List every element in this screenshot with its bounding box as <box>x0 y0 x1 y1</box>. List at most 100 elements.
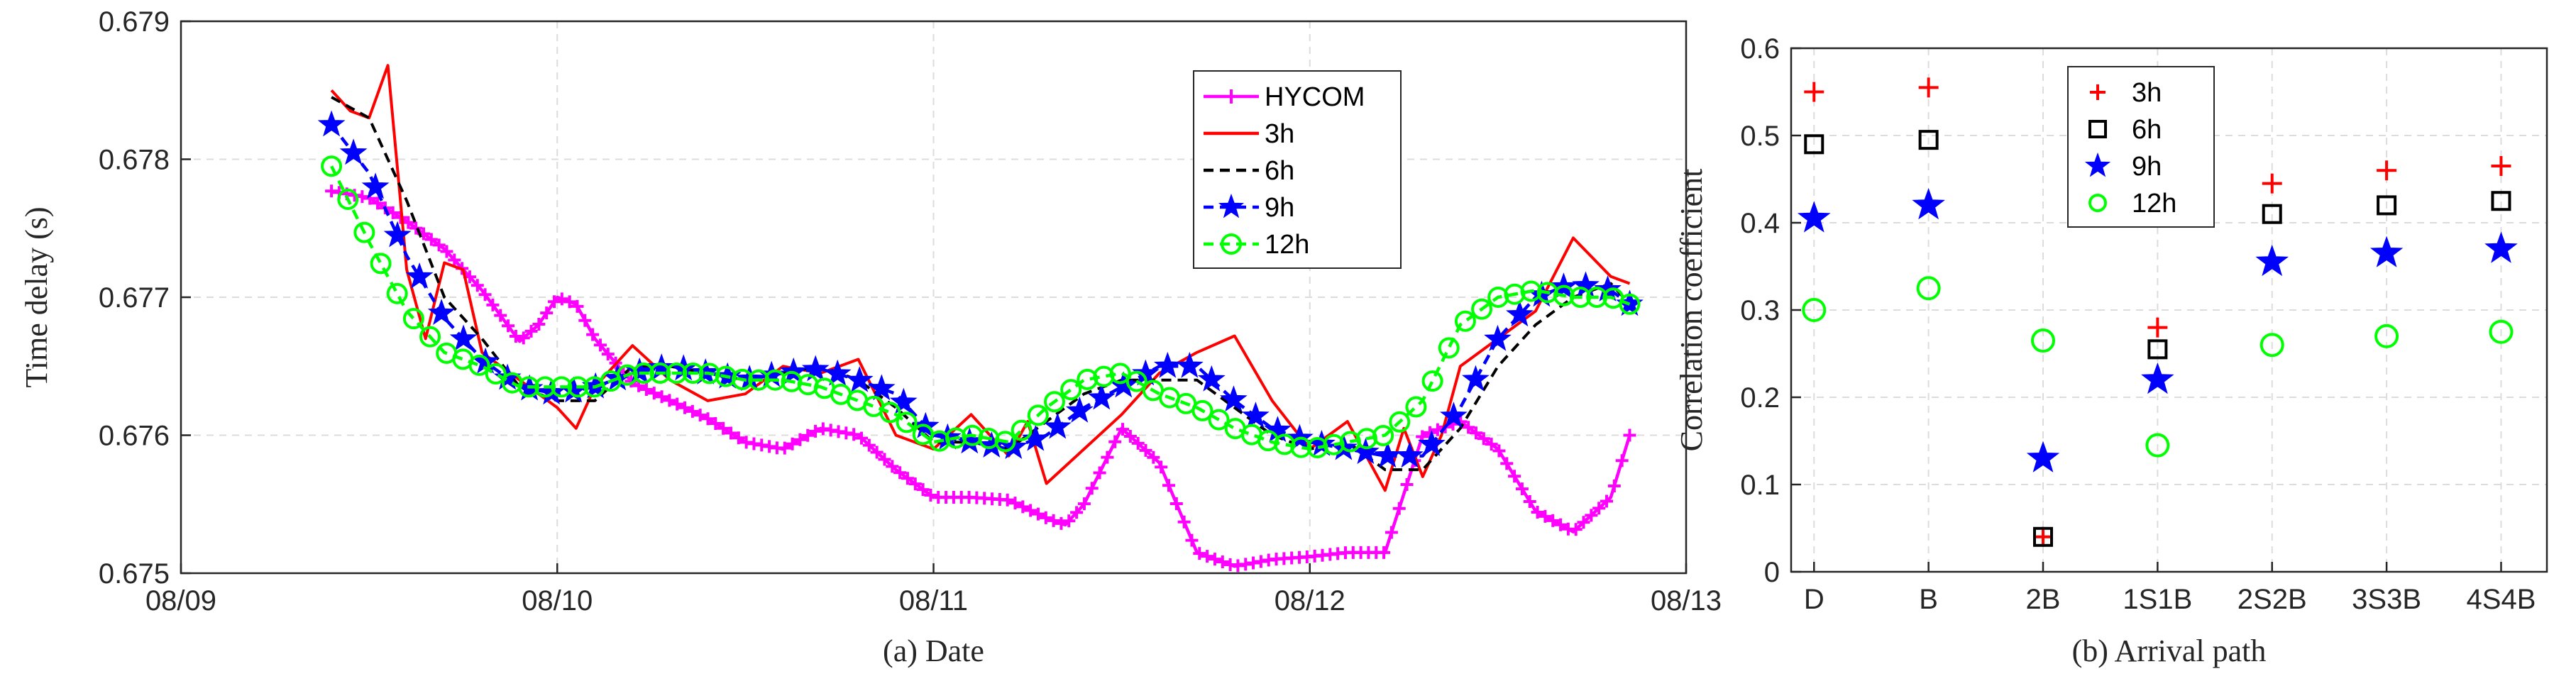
panel-b-series <box>1797 77 2518 547</box>
data-point-3h <box>1918 77 1939 98</box>
panel-a-legend: HYCOM 3h 6h 9h 12h <box>1193 70 1402 269</box>
data-point-hycom <box>801 428 815 442</box>
legend-entry-12h: 12h <box>2088 189 2176 218</box>
data-point-hycom <box>732 431 745 445</box>
data-point-3h <box>2491 156 2511 177</box>
data-point-9h <box>691 358 720 385</box>
data-point-12h <box>1011 419 1033 441</box>
data-point-9h <box>405 262 434 289</box>
data-point-hycom <box>478 288 492 301</box>
series-line-9h <box>330 123 1631 458</box>
data-point-12h <box>1487 286 1509 308</box>
panel-b-x-tick-label: 3S3B <box>2352 584 2421 615</box>
data-point-9h <box>559 376 588 403</box>
data-point-hycom <box>1093 466 1106 480</box>
data-point-hycom <box>502 319 515 333</box>
data-point-12h <box>1125 370 1147 392</box>
data-point-12h <box>781 370 803 392</box>
data-point-hycom <box>924 489 937 502</box>
data-point-hycom <box>532 317 546 331</box>
data-point-12h <box>419 326 441 348</box>
data-point-12h <box>1290 436 1312 458</box>
data-point-hycom <box>1039 511 1052 524</box>
data-point-hycom <box>1523 495 1536 509</box>
data-point-hycom <box>486 298 500 311</box>
data-point-12h <box>928 430 950 452</box>
data-point-hycom <box>1585 509 1598 522</box>
data-point-9h <box>1395 441 1424 468</box>
data-point-12h <box>978 428 1000 450</box>
data-point-hycom <box>1169 497 1183 511</box>
data-point-12h <box>1471 298 1493 320</box>
data-point-12h <box>994 431 1016 453</box>
data-point-hycom <box>409 221 423 235</box>
legend-marker <box>1221 233 1242 255</box>
data-point-9h <box>845 366 874 392</box>
data-point-hycom <box>1385 526 1398 539</box>
panel-a-x-tick-label: 08/09 <box>145 585 216 616</box>
data-point-9h <box>1797 201 1831 233</box>
data-point-hycom <box>440 245 453 258</box>
data-point-3h <box>2147 317 2168 338</box>
data-point-9h <box>1572 271 1600 298</box>
data-point-hycom <box>1607 479 1621 492</box>
panel-b-y-tick-label: 0 <box>1764 557 1780 588</box>
data-point-hycom <box>424 233 438 246</box>
data-point-hycom <box>908 477 922 491</box>
data-point-12h <box>353 221 375 243</box>
data-point-12h <box>551 376 573 398</box>
data-point-9h <box>2369 236 2404 267</box>
data-point-12h <box>1504 283 1526 305</box>
legend-label: 3h <box>1265 119 1294 149</box>
data-point-hycom <box>678 401 692 414</box>
panel-a-y-label: Time delay (s) <box>19 206 54 387</box>
data-point-9h <box>1594 275 1622 301</box>
panel-a-y-tick-label: 0.679 <box>99 6 170 38</box>
legend-entry-3h: 3h <box>1204 119 1294 149</box>
panel-b-y-tick-label: 0.5 <box>1740 121 1780 152</box>
legend-label: HYCOM <box>1265 82 1365 112</box>
data-point-12h <box>748 369 770 391</box>
data-point-9h <box>449 324 478 351</box>
series-3h <box>1804 77 2511 547</box>
data-point-6h <box>2147 339 2168 360</box>
data-point-12h <box>1043 391 1065 413</box>
panel-a-y-tick-label: 0.675 <box>99 558 170 590</box>
data-point-hycom <box>916 483 930 497</box>
data-point-12h <box>962 424 984 446</box>
data-point-hycom <box>901 472 914 485</box>
data-point-hycom <box>647 387 661 400</box>
data-point-12h <box>633 362 655 384</box>
data-point-hycom <box>1116 423 1130 436</box>
data-point-12h <box>945 427 967 449</box>
data-point-hycom <box>639 382 653 396</box>
panel-b-y-tick-label: 0.2 <box>1740 382 1780 414</box>
series-3h <box>330 64 1631 492</box>
panel-a-ticks: 08/09 08/10 08/11 08/12 08/13 0.675 0.676 0.677… <box>99 6 1722 616</box>
data-point-12h <box>1323 433 1345 455</box>
legend-entry-6h: 6h <box>2088 115 2162 145</box>
data-point-9h <box>339 138 368 165</box>
data-point-12h <box>1916 276 1941 301</box>
data-point-6h <box>2377 195 2397 216</box>
data-point-12h <box>1586 287 1608 308</box>
data-point-12h <box>534 376 556 398</box>
data-point-9h <box>317 110 346 137</box>
data-point-hycom <box>724 426 737 440</box>
data-point-9h <box>779 357 808 384</box>
data-point-hycom <box>548 295 561 309</box>
data-point-hycom <box>1500 457 1514 470</box>
data-point-hycom <box>517 331 530 345</box>
panel-b-legend: 3h 6h 9h 12h <box>2067 66 2215 228</box>
data-point-hycom <box>1623 428 1636 442</box>
data-point-hycom <box>1070 506 1084 519</box>
legend-entry-3h: 3h <box>2090 78 2162 108</box>
data-point-9h <box>383 221 412 248</box>
data-point-12h <box>1060 379 1082 401</box>
panel-a-time-delay-chart: 08/09 08/10 08/11 08/12 08/13 0.675 0.676 0.677… <box>19 6 1722 668</box>
data-point-12h <box>386 282 408 304</box>
data-point-12h <box>1454 310 1476 332</box>
legend-entry-9h: 9h <box>2084 152 2162 182</box>
data-point-12h <box>879 402 901 424</box>
